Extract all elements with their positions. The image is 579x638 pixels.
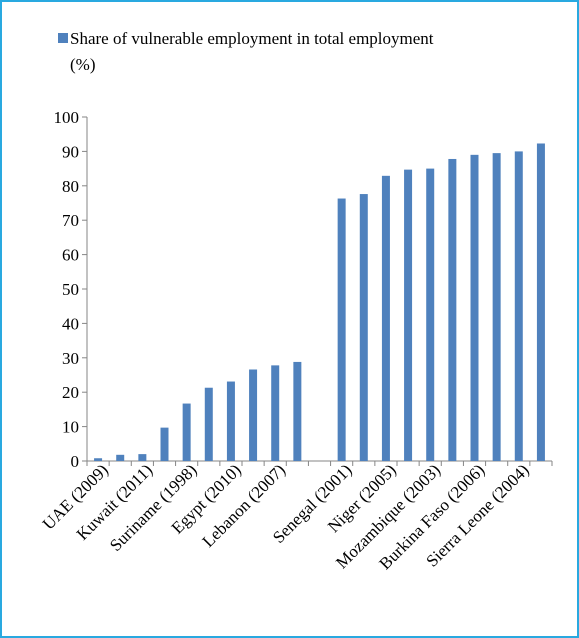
y-tick-label: 60 — [62, 246, 79, 265]
bar — [404, 169, 413, 461]
bar — [226, 381, 235, 461]
bar — [160, 427, 169, 461]
y-tick-label: 40 — [62, 314, 79, 333]
legend-swatch — [58, 33, 68, 43]
bars — [94, 143, 545, 461]
bar — [204, 387, 213, 461]
bar — [337, 198, 346, 461]
bar — [94, 458, 103, 461]
legend-label-line-1: Share of vulnerable employment in total … — [70, 29, 434, 48]
bar — [271, 365, 280, 461]
y-tick-label: 90 — [62, 142, 79, 161]
y-tick-label: 50 — [62, 280, 79, 299]
x-tick-labels: UAE (2009)Kuwait (2011)Suriname (1998)Eg… — [39, 460, 533, 573]
legend: Share of vulnerable employment in total … — [58, 29, 434, 74]
bar — [249, 369, 258, 461]
x-axis — [86, 460, 553, 466]
bar — [116, 454, 125, 461]
y-tick-label: 10 — [62, 418, 79, 437]
y-axis: 0 10 20 30 40 50 60 70 80 90 100 — [54, 108, 88, 471]
bar — [536, 143, 545, 461]
y-tick-label: 80 — [62, 177, 79, 196]
bar — [470, 154, 479, 461]
y-tick-label: 70 — [62, 211, 79, 230]
bar — [138, 454, 147, 461]
bar — [182, 403, 191, 461]
bar — [448, 158, 457, 461]
bar — [359, 194, 368, 461]
y-tick-label: 20 — [62, 383, 79, 402]
legend-label-line-2: (%) — [70, 55, 95, 74]
bar — [492, 153, 501, 461]
bar — [381, 175, 390, 461]
bar — [426, 168, 435, 461]
bar — [514, 151, 523, 461]
bar — [293, 361, 302, 461]
y-tick-label: 0 — [71, 452, 80, 471]
y-tick-label: 100 — [54, 108, 80, 127]
y-tick-label: 30 — [62, 349, 79, 368]
